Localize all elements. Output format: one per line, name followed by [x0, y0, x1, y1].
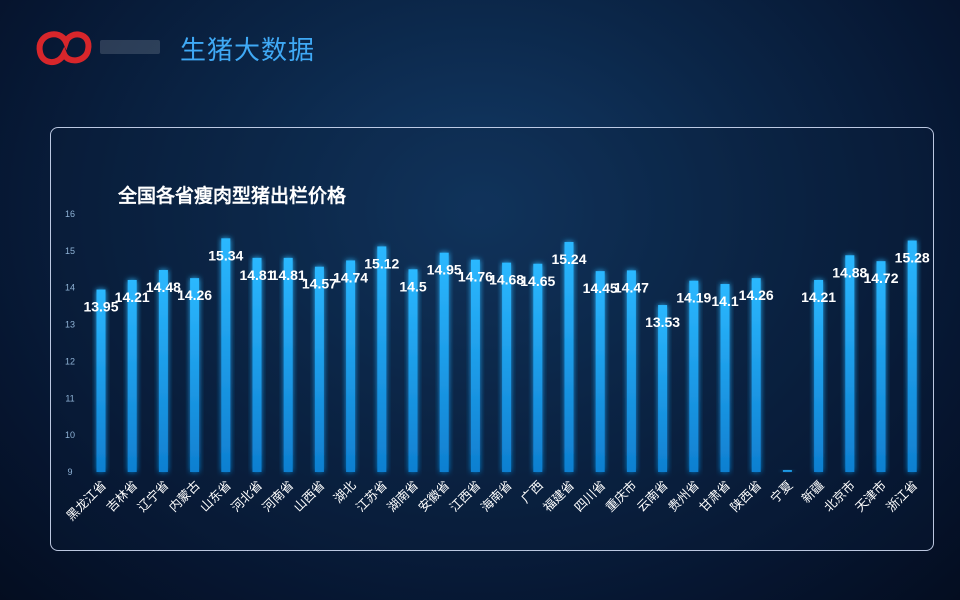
bar	[845, 255, 855, 472]
data-label: 14.57	[302, 276, 337, 292]
y-tick-label: 10	[65, 430, 75, 440]
x-tick-label: 内蒙古	[166, 478, 203, 515]
data-label: 14.81	[239, 267, 274, 283]
x-tick-label: 宁夏	[767, 477, 796, 506]
bar	[221, 238, 231, 472]
x-tick-label: 江苏省	[353, 478, 390, 515]
x-tick-label: 福建省	[540, 478, 577, 515]
data-label: 13.95	[83, 299, 118, 315]
data-label: 14.5	[399, 278, 426, 294]
data-label: 14.1	[711, 293, 738, 309]
x-tick-label: 山东省	[197, 478, 234, 515]
y-tick-label: 14	[65, 283, 75, 293]
bars	[96, 238, 917, 472]
bar	[190, 278, 200, 472]
bar	[626, 270, 636, 472]
data-label: 14.45	[583, 280, 618, 296]
page-title: 生猪大数据	[180, 36, 316, 66]
bar	[158, 270, 168, 472]
y-tick-label: 11	[65, 393, 74, 403]
data-label: 14.48	[146, 279, 181, 295]
x-tick-label: 北京市	[821, 478, 858, 515]
x-tick-label: 吉林省	[103, 478, 140, 515]
data-label: 14.26	[177, 287, 212, 303]
y-tick-label: 13	[65, 320, 75, 330]
x-tick-label: 四川省	[571, 478, 608, 515]
bar	[907, 240, 917, 472]
bar	[439, 252, 449, 472]
bar	[876, 261, 886, 472]
data-label: 15.24	[551, 251, 586, 267]
bar	[751, 278, 761, 472]
bar	[814, 279, 824, 472]
x-tick-label: 安徽省	[415, 478, 452, 515]
bar	[470, 259, 480, 472]
value-labels: 13.9514.2114.4814.2615.3414.8114.8114.57…	[83, 247, 929, 330]
y-tick-label: 9	[67, 467, 72, 477]
x-tick-label: 辽宁省	[134, 478, 171, 515]
x-tick-label: 贵州省	[665, 478, 702, 515]
chart-title: 全国各省瘦肉型猪出栏价格	[118, 185, 347, 207]
bar	[127, 279, 137, 472]
x-tick-label: 河南省	[259, 478, 296, 515]
data-label: 14.72	[863, 270, 898, 286]
x-tick-label: 浙江省	[883, 478, 920, 515]
bar	[502, 262, 512, 472]
bar	[782, 470, 792, 472]
y-axis: 9 10 11 12 13 14 15 16	[65, 209, 75, 477]
data-label: 15.28	[895, 250, 930, 266]
bar	[689, 280, 699, 472]
data-label: 14.21	[115, 289, 150, 305]
x-tick-label: 河北省	[228, 478, 265, 515]
y-tick-label: 16	[65, 209, 75, 219]
y-tick-label: 12	[65, 356, 75, 366]
bar	[377, 246, 387, 472]
bar	[96, 289, 106, 472]
data-label: 15.34	[208, 247, 243, 263]
bar	[283, 257, 293, 472]
data-label: 14.21	[801, 289, 836, 305]
bar	[720, 284, 730, 472]
x-tick-label: 江西省	[446, 478, 483, 515]
logo	[36, 31, 160, 65]
data-label: 14.68	[489, 272, 524, 288]
data-label: 15.12	[364, 255, 399, 271]
x-tick-label: 陕西省	[727, 478, 764, 515]
x-tick-label: 甘肃省	[696, 478, 733, 515]
bar	[252, 257, 262, 472]
data-label: 13.53	[645, 314, 680, 330]
bar	[314, 266, 324, 472]
data-label: 14.26	[739, 287, 774, 303]
bar	[408, 269, 418, 472]
x-tick-label: 山西省	[290, 478, 327, 515]
logo-mark-icon	[36, 31, 92, 65]
x-tick-label: 海南省	[478, 478, 515, 515]
x-tick-label: 云南省	[634, 478, 671, 515]
bar	[564, 242, 574, 472]
bar	[658, 305, 668, 472]
data-label: 14.81	[271, 267, 306, 283]
x-tick-label: 湖南省	[384, 478, 421, 515]
data-label: 14.19	[676, 290, 711, 306]
bar	[533, 263, 543, 472]
data-label: 14.95	[427, 262, 462, 278]
data-label: 14.74	[333, 269, 368, 285]
data-label: 14.65	[520, 273, 555, 289]
data-label: 14.47	[614, 279, 649, 295]
data-label: 14.88	[832, 264, 867, 280]
x-tick-label: 黑龙江省	[63, 478, 109, 524]
x-tick-label: 重庆市	[602, 478, 639, 515]
data-label: 14.76	[458, 269, 493, 285]
bar	[595, 271, 605, 472]
y-tick-label: 15	[65, 246, 75, 256]
x-tick-label: 天津市	[852, 478, 889, 515]
bar	[346, 260, 356, 472]
